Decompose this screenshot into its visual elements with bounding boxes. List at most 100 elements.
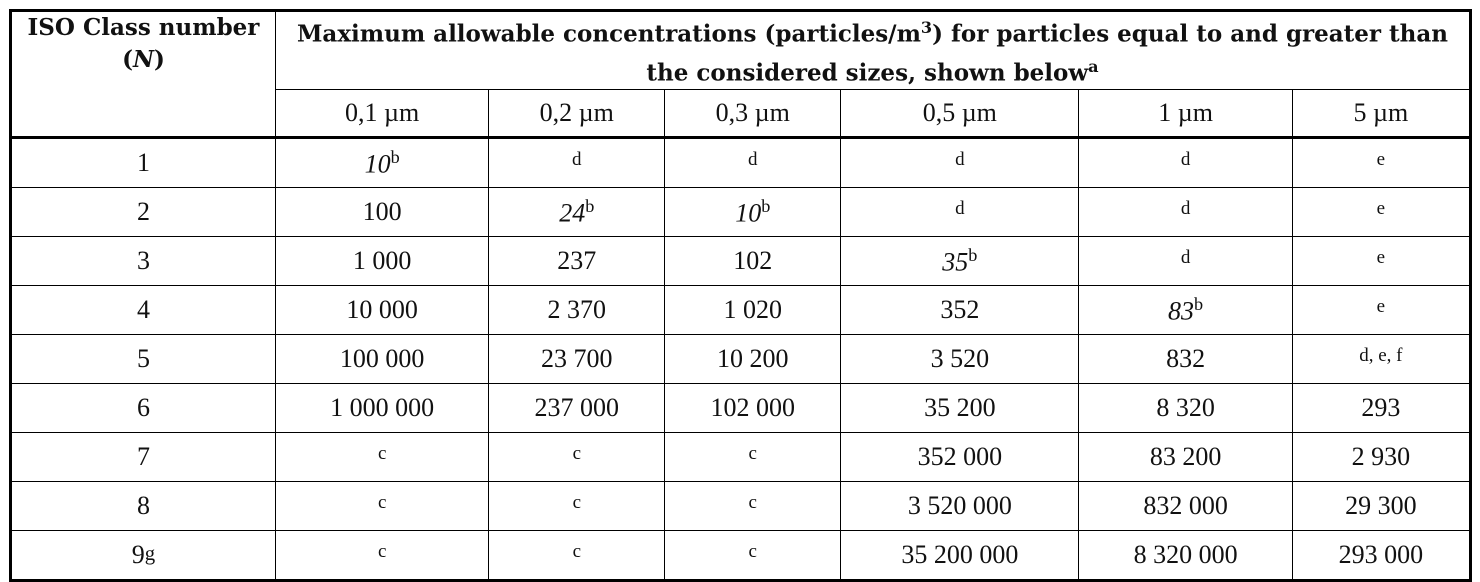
value: 293 000 (1338, 540, 1424, 570)
size-cell: 1 µm (1078, 89, 1293, 140)
value: 237 (557, 246, 597, 276)
symbol: N (132, 46, 155, 73)
value: 1 000 000 (330, 393, 435, 423)
class-cell: 1 (10, 137, 276, 189)
value: 10 (364, 149, 391, 179)
main-header-text: ) for particles equal to and greater tha… (646, 20, 1449, 87)
footnote-mark: b (761, 195, 771, 216)
table-row: 4 10 000 2 370 1 020 352 83b e (10, 285, 1472, 336)
value: 237 000 (534, 393, 620, 423)
value-cell: 100 (274, 187, 490, 238)
value-cell: d, e, f (1291, 334, 1472, 385)
value-cell: 352 000 (840, 432, 1080, 483)
footnote-mark: b (585, 195, 595, 216)
value: 102 (733, 246, 773, 276)
value-cell: c (274, 481, 490, 532)
class-header-text: ISO Class number (27, 14, 260, 41)
class-cell: 3 (10, 236, 276, 287)
table-row: 8 c c c 3 520 000 832 000 29 300 (10, 481, 1472, 532)
value-cell: 3 520 (840, 334, 1080, 385)
class-number: 4 (137, 295, 150, 325)
value-cell: 35 200 (840, 383, 1080, 434)
value: 102 000 (710, 393, 795, 423)
value-cell: d (1078, 236, 1293, 287)
value-cell: 1 000 000 (274, 383, 490, 434)
value-cell: c (274, 432, 490, 483)
size-cell: 0,2 µm (488, 89, 666, 140)
value-cell: 83b (1078, 285, 1293, 336)
footnote-mark: c (377, 443, 387, 465)
value-cell: 3 520 000 (840, 481, 1080, 532)
value-cell: d (840, 137, 1080, 189)
value-cell: 10 200 (664, 334, 842, 385)
footnote-mark: d (1180, 247, 1191, 269)
value: 3 520 000 (907, 491, 1012, 521)
class-cell: 2 (10, 187, 276, 238)
footnote-mark: c (377, 492, 387, 514)
value: 83 200 (1149, 442, 1222, 472)
size-cell: 5 µm (1291, 89, 1472, 140)
table-row: 6 1 000 000 237 000 102 000 35 200 8 320 293 (10, 383, 1472, 434)
value-cell: 2 930 (1291, 432, 1472, 483)
footnote-mark: d (1180, 198, 1191, 220)
footnote-mark: e (1376, 247, 1386, 269)
footnote-mark: g (144, 542, 156, 566)
size-cell: 0,1 µm (274, 89, 490, 140)
footnote-mark: d (747, 149, 758, 171)
value: 100 (362, 197, 402, 227)
footnote-mark: c (572, 443, 581, 465)
class-number: 8 (137, 491, 150, 521)
value: 83 (1168, 296, 1195, 326)
value-cell: 832 000 (1078, 481, 1293, 532)
value-cell: e (1291, 236, 1472, 287)
footnote-mark: b (1194, 293, 1204, 314)
value-cell: c (664, 432, 842, 483)
class-header: ISO Class number (N) (10, 9, 276, 140)
value-cell: 293 000 (1291, 530, 1472, 582)
value-cell: 102 000 (664, 383, 842, 434)
size-row: 0,1 µm 0,2 µm 0,3 µm 0,5 µm 1 µm 5 µm (11, 89, 1472, 140)
size-cell: 0,3 µm (664, 89, 842, 140)
value: 2 370 (547, 295, 607, 325)
value: 10 (735, 198, 762, 228)
value-cell: d (1078, 137, 1293, 189)
footnote-mark: b (390, 146, 400, 167)
footnote-mark: d (572, 149, 582, 171)
footnote-mark: e (1376, 149, 1386, 171)
value: 1 020 (723, 295, 782, 325)
value-cell: d (1078, 187, 1293, 238)
value-cell: c (488, 530, 666, 582)
footnote-mark: d, e, f (1359, 345, 1403, 367)
value-cell: 8 320 (1078, 383, 1293, 434)
value-cell: 8 320 000 (1078, 530, 1293, 582)
class-number: 1 (137, 148, 150, 178)
value: 35 200 000 (901, 540, 1019, 570)
main-header: Maximum allowable concentrations (partic… (275, 9, 1471, 91)
value: 2 930 (1351, 442, 1411, 472)
footnote-mark: c (572, 492, 581, 514)
value-cell: d (664, 137, 842, 189)
footnote-mark: c (748, 541, 757, 563)
value: 10 000 (346, 295, 418, 325)
exponent: 3 (920, 18, 933, 37)
footnote-mark: d (955, 149, 965, 171)
value: 35 (942, 247, 969, 277)
footnote-mark: d (955, 198, 965, 220)
value-cell: 1 000 (274, 236, 490, 287)
footnote-mark: b (968, 244, 978, 265)
value: 29 300 (1345, 491, 1417, 521)
value: 10 200 (716, 344, 789, 374)
class-cell: 9g (10, 530, 276, 582)
footnote-mark: d (1180, 149, 1191, 171)
value: 832 (1166, 344, 1206, 374)
value-cell: 1 020 (664, 285, 842, 336)
value: 3 520 (930, 344, 990, 374)
value: 35 200 (924, 393, 996, 423)
value: 352 (940, 295, 980, 325)
value-cell: 83 200 (1078, 432, 1293, 483)
value-cell: 2 370 (488, 285, 666, 336)
value: 352 000 (917, 442, 1003, 472)
footnote-mark: e (1376, 198, 1386, 220)
class-cell: 6 (10, 383, 276, 434)
value-cell: e (1291, 137, 1472, 189)
